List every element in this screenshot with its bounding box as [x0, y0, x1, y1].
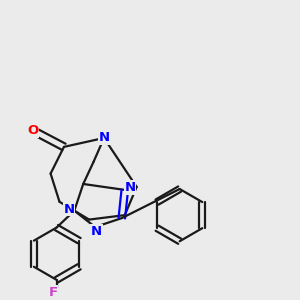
Text: N: N [63, 203, 75, 216]
Text: N: N [124, 181, 136, 194]
Text: N: N [98, 131, 110, 145]
Text: N: N [91, 225, 102, 238]
Text: F: F [48, 286, 58, 299]
Text: O: O [27, 124, 38, 137]
